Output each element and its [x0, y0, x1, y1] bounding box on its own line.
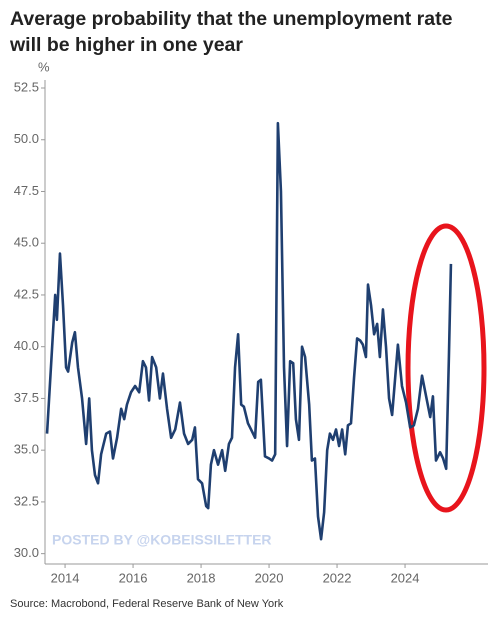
y-tick-label: 30.0	[14, 545, 39, 560]
x-tick-label: 2014	[51, 570, 80, 585]
y-tick-label: 35.0	[14, 442, 39, 457]
source: Source: Macrobond, Federal Reserve Bank …	[10, 598, 284, 610]
y-tick-label: 32.5	[14, 493, 39, 508]
x-tick-label: 2024	[391, 570, 420, 585]
y-unit: %	[38, 59, 50, 74]
x-tick-label: 2018	[187, 570, 216, 585]
y-tick-label: 40.0	[14, 338, 39, 353]
y-tick-label: 45.0	[14, 235, 39, 250]
x-tick-label: 2016	[119, 570, 148, 585]
y-tick-label: 50.0	[14, 131, 39, 146]
y-tick-label: 42.5	[14, 286, 39, 301]
watermark: POSTED BY @KOBEISSILETTER	[52, 532, 272, 548]
line-series	[45, 121, 453, 541]
y-tick-label: 52.5	[14, 79, 39, 94]
y-tick-label: 47.5	[14, 183, 39, 198]
highlight-ellipse	[405, 223, 487, 513]
y-tick-label: 37.5	[14, 390, 39, 405]
x-tick-label: 2022	[323, 570, 352, 585]
chart-title: Average probability that the unemploymen…	[10, 8, 453, 56]
x-tick-label: 2020	[255, 570, 284, 585]
